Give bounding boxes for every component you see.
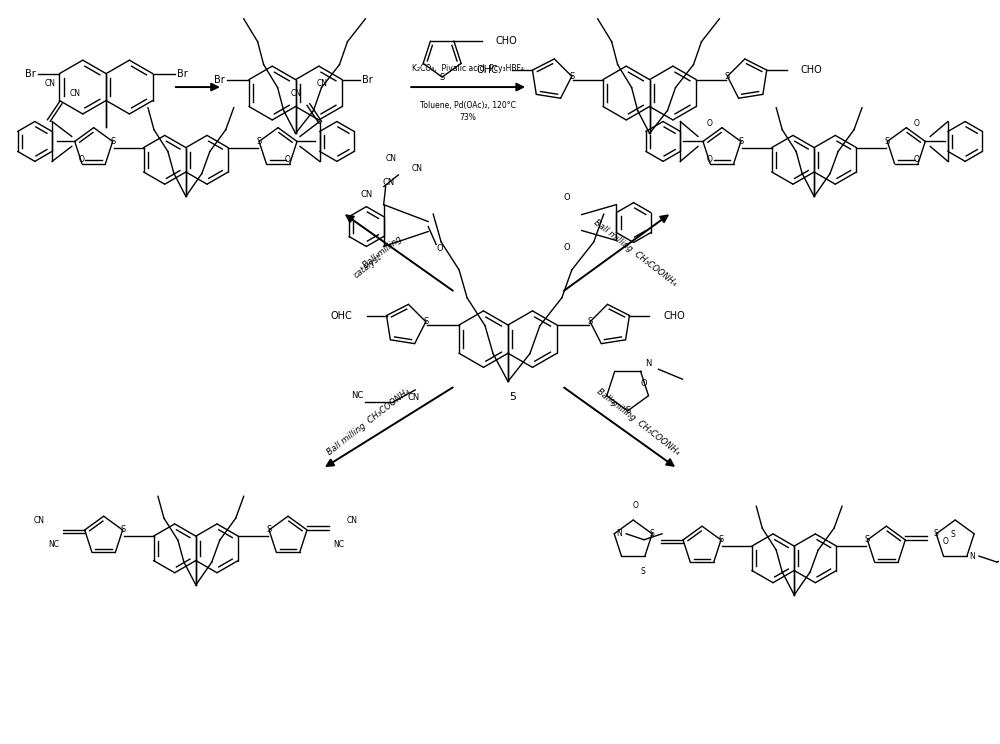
Text: Ball milling  CH₃COONH₄: Ball milling CH₃COONH₄ bbox=[595, 387, 681, 457]
Text: OHC: OHC bbox=[331, 310, 353, 321]
Text: N: N bbox=[616, 529, 622, 538]
Text: CN: CN bbox=[386, 154, 397, 163]
Text: O: O bbox=[437, 244, 443, 253]
Text: S: S bbox=[256, 137, 262, 146]
Text: CN: CN bbox=[407, 394, 420, 403]
Text: Ball milling  CH₃COONH₄: Ball milling CH₃COONH₄ bbox=[592, 217, 678, 287]
Text: Toluene, Pd(OAc)₂, 120°C: Toluene, Pd(OAc)₂, 120°C bbox=[420, 101, 516, 110]
Text: S: S bbox=[423, 317, 428, 326]
Text: S: S bbox=[625, 406, 630, 415]
Text: Br: Br bbox=[177, 68, 187, 79]
Text: catalyst: catalyst bbox=[353, 253, 384, 280]
Text: S: S bbox=[725, 72, 730, 81]
Text: O: O bbox=[913, 119, 919, 128]
Text: Ball milling  CH₃COONH₄: Ball milling CH₃COONH₄ bbox=[325, 387, 411, 457]
Text: S: S bbox=[266, 525, 272, 534]
Text: O: O bbox=[564, 243, 570, 252]
Text: CHO: CHO bbox=[663, 310, 685, 321]
Text: CN: CN bbox=[347, 516, 358, 525]
Text: O: O bbox=[632, 501, 638, 510]
Text: S: S bbox=[440, 73, 445, 82]
Text: 5: 5 bbox=[509, 391, 516, 402]
Text: S: S bbox=[951, 530, 956, 539]
Text: S: S bbox=[738, 137, 744, 146]
Text: CN: CN bbox=[412, 164, 423, 173]
Text: Br: Br bbox=[214, 74, 225, 85]
Text: O: O bbox=[943, 536, 948, 545]
Text: N: N bbox=[646, 359, 652, 368]
Text: CHO: CHO bbox=[801, 65, 822, 75]
Text: CN: CN bbox=[291, 89, 302, 98]
Text: CHO: CHO bbox=[496, 36, 518, 46]
Text: CN: CN bbox=[316, 79, 327, 88]
Text: O: O bbox=[707, 155, 713, 164]
Text: K₂CO₃,  Pivalic acid, Pcy₃HBF₄: K₂CO₃, Pivalic acid, Pcy₃HBF₄ bbox=[412, 64, 524, 73]
Text: 73%: 73% bbox=[460, 113, 477, 122]
Text: S: S bbox=[110, 137, 115, 146]
Text: CN: CN bbox=[70, 89, 81, 98]
Text: S: S bbox=[885, 137, 890, 146]
Text: S: S bbox=[569, 72, 574, 81]
Text: NC: NC bbox=[333, 540, 344, 549]
Text: CN: CN bbox=[382, 179, 394, 187]
Text: S: S bbox=[865, 536, 870, 545]
Text: O: O bbox=[640, 379, 647, 388]
Text: S: S bbox=[650, 529, 655, 538]
Text: CN: CN bbox=[45, 79, 56, 88]
Text: Br: Br bbox=[25, 68, 36, 79]
Text: N: N bbox=[969, 551, 975, 560]
Text: S: S bbox=[120, 525, 125, 534]
Text: O: O bbox=[707, 119, 713, 128]
Text: Ball milling: Ball milling bbox=[361, 234, 403, 270]
Text: O: O bbox=[913, 155, 919, 164]
Text: S: S bbox=[587, 317, 593, 326]
Text: O: O bbox=[564, 193, 570, 202]
Text: Br: Br bbox=[362, 74, 373, 85]
Text: S: S bbox=[718, 536, 724, 545]
Text: O: O bbox=[79, 155, 85, 164]
Text: S: S bbox=[609, 400, 614, 408]
Text: CN: CN bbox=[34, 516, 45, 525]
Text: NC: NC bbox=[48, 540, 59, 549]
Text: NC: NC bbox=[351, 391, 363, 400]
Text: OHC: OHC bbox=[477, 65, 499, 75]
Text: S: S bbox=[641, 566, 645, 576]
Text: O: O bbox=[285, 155, 291, 164]
Text: CN: CN bbox=[360, 190, 372, 199]
Text: S: S bbox=[934, 529, 939, 538]
